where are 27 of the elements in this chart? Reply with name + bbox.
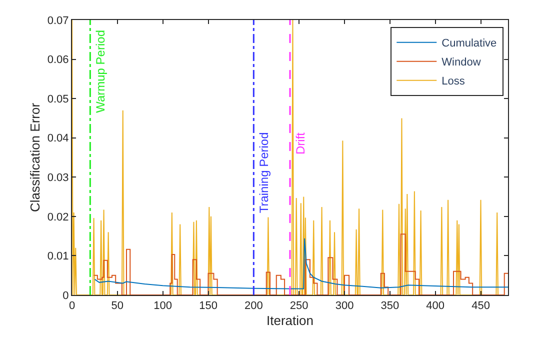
y-tick-label: 0 [62,290,69,302]
ref-line-label: Training Period [257,132,272,214]
legend-label: Cumulative [442,38,497,50]
line-series [94,238,508,290]
x-tick-label: 200 [244,300,263,312]
line-series [72,20,499,295]
x-tick-label: 50 [111,300,124,312]
x-tick-label: 250 [290,300,308,312]
y-axis-title: Classification Error [27,102,42,212]
x-tick-label: 400 [426,300,445,312]
legend-label: Window [442,56,481,69]
y-tick-label: 0.03 [47,172,69,184]
x-tick-label: 150 [199,300,218,312]
x-tick-label: 450 [472,300,490,312]
x-tick-label: 300 [335,300,354,312]
y-tick-label: 0.05 [47,93,69,106]
y-tick-label: 0.04 [47,132,69,145]
y-tick-label: 0.06 [47,54,69,66]
x-tick-label: 350 [380,300,400,312]
ref-line-label: Warmup Period [93,30,108,113]
x-tick-label: 100 [154,300,172,312]
y-tick-label: 0.01 [47,250,69,263]
y-tick-label: 0.02 [47,211,69,224]
x-axis-title: Iteration [266,312,314,328]
y-tick-label: 0.07 [47,14,69,27]
legend-label: Loss [442,76,466,88]
ref-line-label: Drift [294,132,308,154]
